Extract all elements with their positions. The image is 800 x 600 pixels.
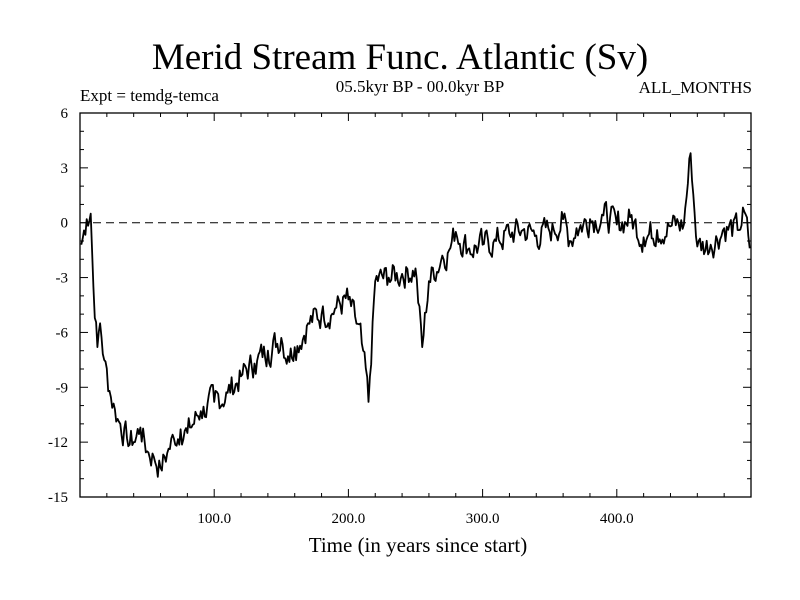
months-label: ALL_MONTHS: [638, 78, 752, 97]
x-tick-label: 200.0: [332, 511, 366, 527]
data-point: [569, 240, 571, 242]
y-tick-label: -6: [56, 325, 69, 341]
data-point: [749, 247, 751, 249]
x-tick-label: 300.0: [466, 511, 500, 527]
y-tick-label: -9: [56, 380, 69, 396]
data-point: [173, 437, 175, 439]
data-point: [146, 450, 148, 452]
data-point: [690, 152, 692, 154]
data-point: [710, 244, 712, 246]
data-point: [415, 267, 417, 269]
data-point: [374, 280, 376, 282]
data-point: [153, 456, 155, 458]
data-point: [683, 224, 685, 226]
experiment-label: Expt = temdg-temca: [80, 86, 219, 105]
y-tick-label: 6: [61, 106, 69, 122]
data-point: [96, 346, 98, 348]
chart-subtitle: 05.5kyr BP - 00.0kyr BP: [335, 77, 505, 96]
data-point: [240, 375, 242, 377]
data-point: [109, 390, 111, 392]
data-point: [160, 467, 162, 469]
series-line: [80, 152, 751, 478]
data-point: [307, 322, 309, 324]
data-point: [103, 359, 105, 361]
data-point: [334, 308, 336, 310]
data-point: [495, 240, 497, 242]
data-point: [616, 224, 618, 226]
data-point: [361, 342, 363, 344]
data-point: [388, 277, 390, 279]
data-point: [347, 299, 349, 301]
data-point: [200, 410, 202, 412]
data-point: [482, 244, 484, 246]
data-point: [287, 355, 289, 357]
data-point: [522, 229, 524, 231]
data-point: [280, 337, 282, 339]
data-point: [321, 313, 323, 315]
data-point: [180, 428, 182, 430]
data-point: [428, 280, 430, 282]
data-point: [421, 346, 423, 348]
data-point: [368, 401, 370, 403]
data-point: [227, 392, 229, 394]
y-tick-label: 0: [61, 216, 69, 232]
data-point: [669, 225, 671, 227]
data-point: [441, 255, 443, 257]
data-point: [743, 211, 745, 213]
data-point: [589, 218, 591, 220]
data-point: [643, 236, 645, 238]
data-point: [86, 218, 88, 220]
data-point: [562, 218, 564, 220]
data-point: [455, 231, 457, 233]
plot-frame: [79, 112, 752, 498]
data-point: [696, 245, 698, 247]
y-tick-label: -3: [56, 271, 69, 287]
data-point: [656, 229, 658, 231]
data-point: [535, 235, 537, 237]
data-point: [602, 214, 604, 216]
data-point: [508, 233, 510, 235]
data-point: [186, 432, 188, 434]
x-tick-label: 100.0: [197, 511, 231, 527]
data-point: [133, 441, 135, 443]
data-point: [549, 231, 551, 233]
x-axis-label: Time (in years since start): [309, 533, 528, 557]
x-tick-label: 400.0: [600, 511, 634, 527]
y-tick-label: -15: [48, 490, 68, 506]
data-point: [629, 216, 631, 218]
data-point: [114, 408, 116, 410]
data-point: [468, 247, 470, 249]
y-tick-label: -12: [48, 435, 68, 451]
data-point: [90, 213, 92, 215]
data-point: [80, 244, 82, 246]
data-point: [92, 286, 94, 288]
data-point: [213, 401, 215, 403]
data-point: [126, 437, 128, 439]
data-point: [139, 427, 141, 429]
data-point: [737, 229, 739, 231]
data-point: [294, 346, 296, 348]
y-tick-label: 3: [61, 161, 69, 177]
chart-title: Merid Stream Func. Atlantic (Sv): [151, 37, 649, 78]
data-point: [723, 227, 725, 229]
data-point: [267, 350, 269, 352]
data-point: [166, 452, 168, 454]
data-point: [119, 423, 121, 425]
data-point: [401, 273, 403, 275]
data-point: [576, 227, 578, 229]
data-point: [253, 363, 255, 365]
data-point: [99, 322, 101, 324]
data-point: [448, 249, 450, 251]
